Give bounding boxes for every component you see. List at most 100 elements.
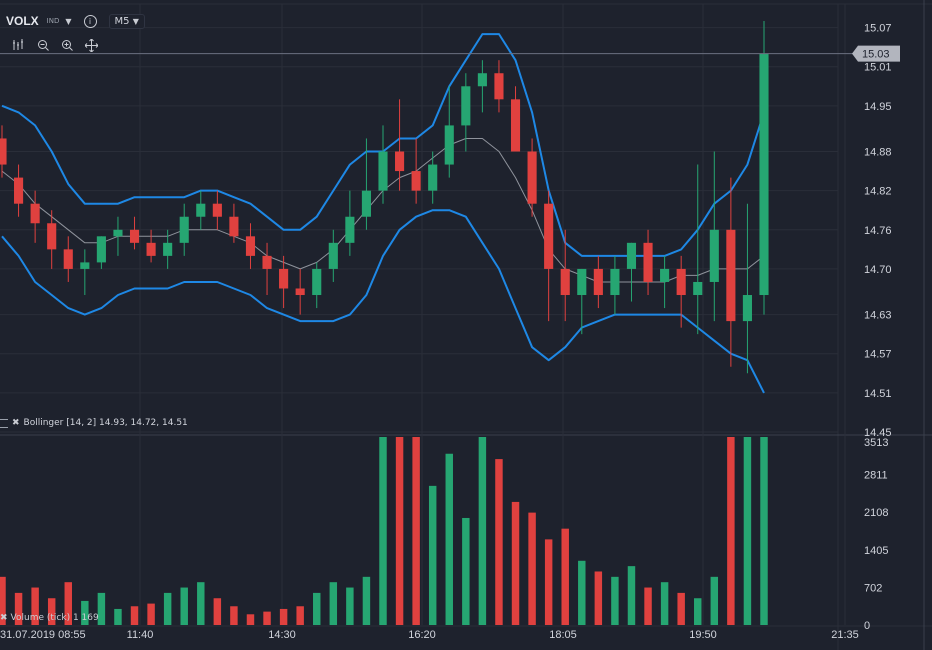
symbol-dropdown-icon[interactable]: ▼ [65, 16, 72, 26]
candle-body [14, 177, 24, 204]
time-tick-label: 16:20 [408, 629, 436, 641]
volume-bar [230, 606, 238, 625]
timeframe-select[interactable]: M5 ▼ [108, 13, 145, 29]
volume-bar [14, 592, 23, 625]
volume-bar [379, 437, 387, 625]
volume-bar [660, 582, 669, 625]
volume-bar [644, 587, 652, 625]
volume-tick-label: 702 [864, 582, 882, 594]
volume-bar [544, 539, 553, 625]
candle-body [163, 242, 173, 256]
candle-body [610, 268, 620, 296]
candle-body [129, 229, 140, 243]
volume-bar [412, 437, 420, 625]
volume-bar [163, 592, 172, 625]
chart-toolbar: VOLX IND ▼ i M5 ▼ [0, 10, 145, 32]
price-tick-label: 15.01 [864, 62, 892, 74]
zoom-in-icon[interactable] [59, 37, 75, 53]
close-icon[interactable]: ✖ [0, 613, 8, 623]
candle-body [378, 151, 388, 191]
volume-bar [395, 437, 404, 625]
volume-bar [114, 608, 122, 625]
price-tick-label: 14.82 [864, 186, 892, 198]
candle-body [395, 151, 405, 172]
symbol-label[interactable]: VOLX [6, 14, 39, 28]
chart-tools [11, 37, 99, 53]
candle-body [428, 164, 438, 191]
volume-tick-label: 2108 [864, 507, 888, 519]
volume-bar [578, 560, 586, 625]
volume-bar [627, 566, 636, 625]
candle-body [477, 73, 487, 87]
candle-body [279, 268, 289, 289]
candlestick-series [0, 21, 769, 374]
price-tick-label: 15.07 [864, 23, 892, 35]
volume-bar [445, 453, 453, 625]
volume-bar [511, 501, 520, 625]
price-tick-label: 14.95 [864, 101, 892, 113]
volume-bar [727, 437, 735, 625]
volume-tick-label: 3513 [864, 437, 888, 449]
volume-bar [197, 582, 205, 625]
volume-bar [710, 576, 719, 625]
current-price-label: 15.03 [862, 49, 890, 61]
candle-body [312, 268, 322, 296]
price-tick-label: 14.76 [864, 225, 892, 237]
candle-body [295, 288, 305, 296]
volume-bar [760, 437, 768, 625]
candle-body [494, 73, 504, 100]
chevron-down-icon: ▼ [132, 16, 139, 26]
volume-bar [313, 592, 321, 625]
candle-body [544, 203, 554, 269]
volume-bar [495, 459, 503, 625]
candle-body [709, 229, 719, 282]
candle-body [0, 138, 7, 165]
legend-handle-icon[interactable] [0, 418, 8, 428]
volume-bar [246, 614, 255, 625]
indicators-icon[interactable] [11, 37, 27, 53]
volume-bar [213, 598, 222, 625]
close-icon[interactable]: ✖ [12, 418, 20, 428]
volume-bar [528, 512, 536, 625]
price-tick-label: 14.70 [864, 264, 892, 276]
volume-tick-label: 1405 [864, 545, 888, 557]
candle-body [80, 262, 90, 269]
candle-body [212, 203, 222, 217]
volume-bar [47, 598, 56, 625]
candle-body [461, 86, 471, 126]
price-tick-label: 14.88 [864, 147, 892, 159]
volume-bar [694, 598, 702, 625]
candle-body [577, 268, 587, 296]
zoom-out-icon[interactable] [35, 37, 51, 53]
time-tick-label: 18:05 [549, 629, 577, 641]
volume-bar [362, 576, 371, 625]
volume-bar [147, 603, 155, 625]
price-tick-label: 14.45 [864, 427, 892, 439]
candle-body [527, 151, 537, 204]
volume-bar [97, 592, 106, 625]
bollinger-legend-text: Bollinger [14, 2] 14.93, 14.72, 14.51 [23, 418, 188, 428]
candle-body [345, 216, 355, 243]
volume-bar [64, 582, 72, 625]
info-icon[interactable]: i [83, 14, 97, 28]
crosshair-icon[interactable] [83, 37, 99, 53]
volume-bar [0, 576, 6, 625]
candle-body [245, 236, 256, 256]
time-tick-label: 19:50 [689, 629, 717, 641]
candle-body [660, 268, 670, 282]
candle-body [47, 223, 57, 250]
volume-bar [279, 608, 288, 625]
time-tick-label: 21:35 [831, 629, 859, 641]
candle-body [626, 242, 637, 269]
volume-bar [180, 587, 188, 625]
volume-bar [296, 606, 304, 625]
volume-bar [263, 611, 271, 625]
volume-bar [462, 517, 470, 625]
time-tick-label: 11:40 [127, 629, 154, 641]
candle-body [510, 99, 521, 152]
price-tick-label: 14.57 [864, 349, 892, 361]
volume-legend: ✖ Volume (tick) 1 169 [0, 613, 99, 623]
candle-body [759, 53, 769, 296]
volume-bar [346, 587, 354, 625]
